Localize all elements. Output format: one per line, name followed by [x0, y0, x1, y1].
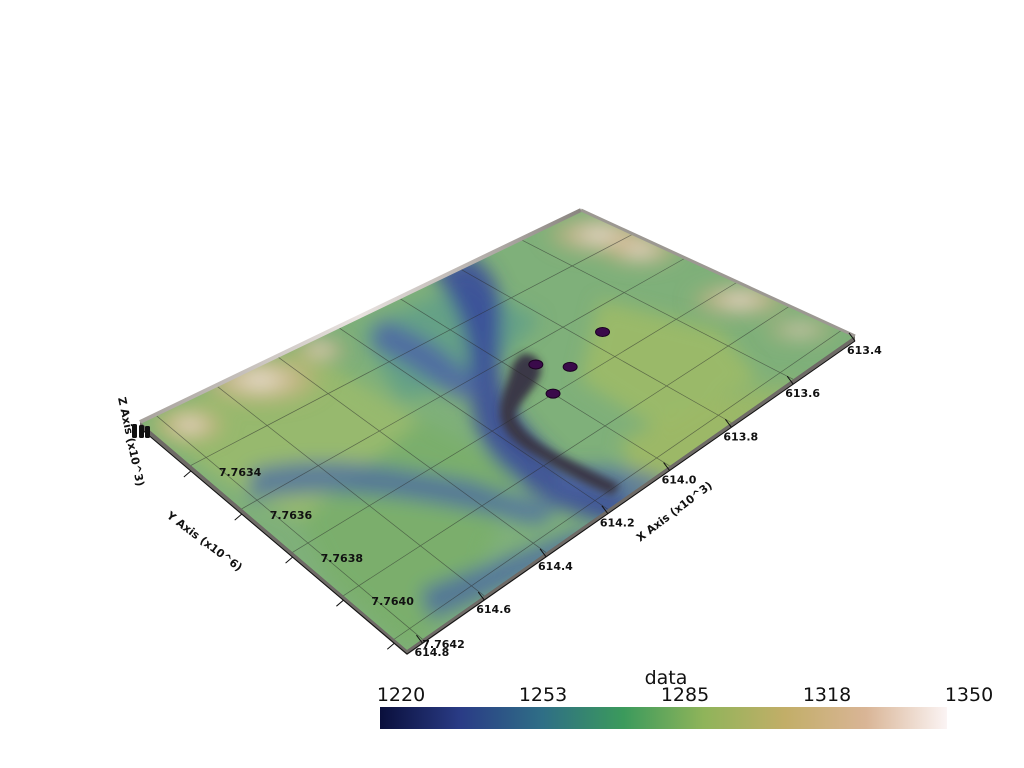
x-tick-label: 614.0 — [662, 474, 697, 487]
x-gridline — [520, 238, 794, 380]
colorbar-label: 1318 — [803, 684, 851, 706]
well-markers — [528, 326, 611, 399]
y-gridline — [190, 233, 634, 466]
y-tick-mark — [285, 556, 293, 564]
well-marker — [595, 326, 611, 337]
y-axis-title: Y Axis (x10^6) — [163, 508, 244, 574]
well-marker — [562, 361, 578, 372]
y-gridline — [343, 305, 790, 597]
y-tick-mark — [234, 513, 243, 521]
x-tick-label: 614.6 — [476, 603, 511, 616]
x-tick-mark — [539, 548, 547, 558]
colorbar-title: data — [645, 667, 688, 689]
x-tick-label: 614.2 — [600, 517, 635, 530]
x-gridline — [154, 414, 423, 640]
axes — [139, 340, 856, 655]
colorbar-gradient — [380, 707, 947, 729]
y-tick-label: 7.7642 — [422, 638, 464, 651]
y-gridline — [394, 329, 843, 640]
y-tick-label: 7.7640 — [371, 595, 414, 608]
colorbar-label: 1253 — [519, 684, 567, 706]
y-axis-line — [139, 427, 408, 655]
y-tick-mark — [183, 470, 192, 478]
x-axis-title: X Axis (x10^3) — [634, 479, 715, 544]
x-axis-line — [406, 340, 856, 655]
well-marker — [528, 359, 544, 370]
colorbar-label: 1350 — [945, 684, 993, 706]
x-tick-label: 614.8 — [414, 646, 449, 659]
x-gridline — [459, 268, 732, 423]
x-axis-ticks: 613.4 613.6 613.8 614.0 614.2 614.4 614.6 614.8 — [414, 332, 882, 659]
y-tick-label: 7.7638 — [321, 552, 363, 565]
y-tick-mark — [336, 599, 344, 607]
terrain-top-edge — [139, 208, 582, 424]
y-tick-mark — [386, 642, 395, 650]
x-tick-label: 613.6 — [785, 387, 820, 400]
x-tick-mark — [848, 332, 856, 342]
colorbar-label: 1220 — [377, 684, 425, 706]
x-tick-label: 613.8 — [723, 430, 758, 443]
x-gridline — [215, 385, 485, 597]
x-gridline — [398, 297, 670, 467]
z-axis-stub — [132, 424, 150, 438]
colorbar: data 1220 1253 1285 1318 1350 — [377, 667, 993, 729]
x-tick-mark — [786, 375, 794, 385]
y-gridline — [292, 281, 738, 553]
x-tick-label: 613.4 — [847, 344, 882, 357]
x-tick-mark — [477, 591, 485, 601]
x-gridline — [276, 355, 547, 553]
y-axis-ticks: 7.7634 7.7636 7.7638 7.7640 7.7642 — [183, 466, 465, 651]
z-axis-title: Z Axis (x10^3) — [115, 396, 147, 488]
x-gridline — [337, 326, 609, 510]
x-tick-mark — [725, 419, 732, 428]
x-tick-label: 614.4 — [538, 560, 573, 573]
colorbar-label: 1285 — [661, 684, 709, 706]
colorbar-labels: 1220 1253 1285 1318 1350 — [377, 684, 993, 706]
y-tick-label: 7.7636 — [270, 509, 313, 522]
y-tick-label: 7.7634 — [219, 466, 262, 479]
x-tick-mark — [663, 462, 671, 471]
y-gridline — [241, 257, 686, 510]
x-tick-mark — [601, 505, 609, 514]
terrain-right-edge — [580, 208, 856, 338]
well-marker — [545, 388, 561, 399]
x-tick-mark — [416, 634, 423, 644]
